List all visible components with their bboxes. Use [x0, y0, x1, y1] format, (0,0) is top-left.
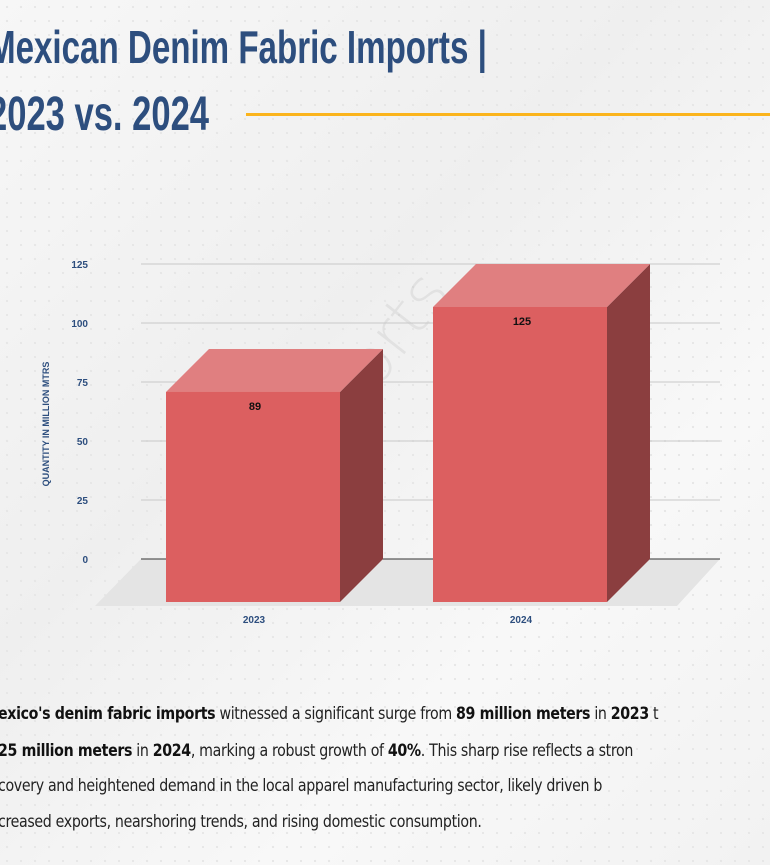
body-text: covery and heightened demand in the loca… — [0, 776, 603, 795]
emphasis-text: 25 million meters — [0, 741, 133, 760]
body-text: t — [648, 704, 659, 723]
body-text: in — [132, 741, 153, 760]
data-label: 125 — [513, 316, 531, 328]
bar-top-2023 — [166, 348, 383, 392]
bar-side-2023 — [340, 348, 383, 602]
y-tick-label: 75 — [77, 378, 89, 389]
body-text: witnessed a significant surge from — [215, 704, 457, 723]
y-tick-label: 100 — [71, 319, 88, 330]
body-text: creased exports, nearshoring trends, and… — [0, 812, 482, 831]
emphasis-text: 89 million meters — [456, 704, 591, 723]
body-text: in — [590, 704, 611, 723]
emphasis-text: 40% — [387, 741, 421, 760]
page-title-line2: 2023 vs. 2024 — [0, 88, 210, 141]
page-title-line1: Mexican Denim Fabric Imports | — [0, 21, 487, 73]
title-accent-rule — [246, 113, 770, 116]
x-tick-label: 2023 — [243, 615, 266, 626]
bar-2023 — [166, 391, 340, 602]
bar-side-2024 — [607, 264, 650, 602]
paragraph-line: 25 million meters in 2024, marking a rob… — [0, 741, 686, 760]
emphasis-text: 2024 — [152, 741, 191, 760]
y-tick-label: 25 — [77, 496, 89, 507]
y-axis-label: QUANTITY IN MILLION MTRS — [41, 362, 51, 487]
emphasis-text: 2023 — [610, 704, 649, 723]
body-text: . This sharp rise reflects a stron — [420, 741, 634, 760]
bar-chart: 0 25 50 75 100 125 QUANTITY IN MILLION MTRS 89 2… — [41, 260, 720, 626]
y-tick-label: 0 — [82, 555, 88, 566]
bar-top-2024 — [433, 264, 650, 307]
bar-2024 — [433, 307, 607, 602]
data-label: 89 — [249, 401, 261, 413]
paragraph-line: creased exports, nearshoring trends, and… — [0, 812, 686, 831]
y-tick-label: 50 — [77, 437, 89, 448]
x-tick-label: 2024 — [510, 615, 533, 626]
emphasis-text: exico's denim fabric imports — [0, 704, 216, 723]
paragraph-line: covery and heightened demand in the loca… — [0, 776, 686, 795]
body-text: , marking a robust growth of — [190, 741, 388, 760]
y-tick-label: 125 — [71, 260, 88, 271]
paragraph-line: exico's denim fabric imports witnessed a… — [0, 704, 686, 723]
